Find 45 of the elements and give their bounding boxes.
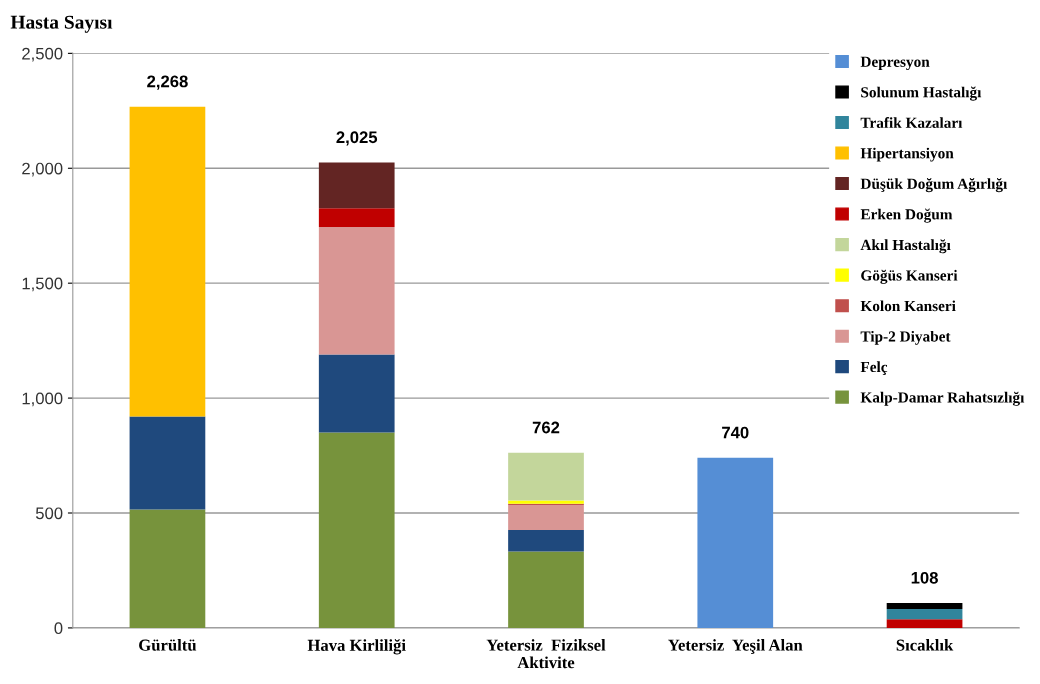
bar — [886, 609, 963, 620]
total-label: 740 — [722, 426, 749, 439]
total-label: 2,025 — [336, 131, 378, 146]
bar — [129, 509, 206, 628]
bar — [318, 208, 395, 228]
bar — [318, 162, 395, 209]
legend-label: Felç — [860, 361, 888, 376]
y-tick-label: 500 — [35, 507, 63, 520]
x-tick-label: Yetersiz Yeşil Alan — [668, 639, 803, 655]
chart-title: Hasta Sayısı — [10, 15, 113, 33]
legend-label: Düşük Doğum Ağırlığı — [860, 178, 1008, 193]
legend-label: Solunum Hastalığı — [861, 86, 982, 101]
legend-label: Trafik Kazaları — [860, 117, 963, 128]
bar — [508, 530, 584, 552]
legend-label: Depresyon — [860, 56, 930, 71]
legend-label: Hipertansiyon — [860, 147, 954, 162]
legend-label: Kolon Kanseri — [860, 300, 956, 312]
legend-label: Göğüs Kanseri — [861, 269, 958, 284]
total-label: 108 — [911, 571, 938, 584]
x-tick-label: Yetersiz Fiziksel Aktivite — [486, 639, 606, 669]
bar — [508, 504, 584, 531]
y-tick-label: 1,500 — [22, 277, 63, 292]
x-tick-label: Gürültü — [139, 639, 197, 651]
bar — [886, 619, 963, 628]
legend-label: Kalp-Damar Rahatsızlığı — [860, 391, 1025, 406]
bar — [697, 457, 774, 628]
bar — [886, 603, 963, 610]
total-label: 2,268 — [147, 75, 188, 90]
y-tick-label: 0 — [54, 622, 63, 635]
bar — [318, 354, 395, 433]
legend-label: Tip-2 Diyabet — [860, 330, 951, 345]
x-tick-label: Hava Kirliliği — [307, 639, 406, 655]
bar — [508, 551, 584, 628]
total-label: 762 — [532, 421, 560, 434]
y-tick-label: 1,000 — [22, 392, 63, 407]
bar — [129, 106, 206, 417]
bar — [129, 416, 206, 510]
bar — [318, 227, 395, 355]
bar — [318, 432, 395, 628]
y-tick-label: 2,000 — [22, 162, 63, 177]
legend-label: Akıl Hastalığı — [860, 239, 951, 254]
bar — [508, 452, 584, 501]
y-tick-label: 2,500 — [22, 47, 63, 62]
x-tick-label: Sıcaklık — [896, 639, 954, 651]
legend-label: Erken Doğum — [860, 208, 953, 223]
